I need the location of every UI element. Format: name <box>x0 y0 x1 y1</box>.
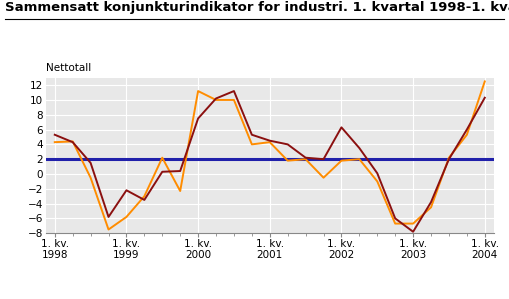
Sesongjustert <box>142 198 148 202</box>
Line: Ujustert: Ujustert <box>55 81 485 230</box>
Sesongjustert <box>52 133 58 137</box>
Ujustert <box>105 228 111 231</box>
Gjennomsnitt 1988-2004 <box>52 157 58 161</box>
Sesongjustert <box>123 188 129 192</box>
Sesongjustert <box>213 97 219 100</box>
Sesongjustert <box>428 200 434 204</box>
Sesongjustert <box>482 96 488 100</box>
Ujustert <box>285 159 291 162</box>
Ujustert <box>213 98 219 102</box>
Ujustert <box>392 222 398 225</box>
Text: Sammensatt konjunkturindikator for industri. 1. kvartal 1998-1. kvartal 2004: Sammensatt konjunkturindikator for indus… <box>5 1 509 14</box>
Sesongjustert <box>410 230 416 234</box>
Ujustert <box>249 143 255 146</box>
Ujustert <box>142 194 148 198</box>
Ujustert <box>464 133 470 137</box>
Ujustert <box>88 176 94 179</box>
Ujustert <box>302 157 308 161</box>
Ujustert <box>52 140 58 144</box>
Sesongjustert <box>70 140 76 144</box>
Sesongjustert <box>464 128 470 131</box>
Ujustert <box>428 205 434 209</box>
Sesongjustert <box>88 161 94 165</box>
Sesongjustert <box>231 89 237 93</box>
Ujustert <box>321 176 327 179</box>
Sesongjustert <box>374 171 380 175</box>
Sesongjustert <box>356 146 362 150</box>
Ujustert <box>356 157 362 161</box>
Ujustert <box>374 180 380 183</box>
Sesongjustert <box>285 143 291 146</box>
Gjennomsnitt 1988-2004 <box>70 157 76 161</box>
Sesongjustert <box>302 156 308 159</box>
Sesongjustert <box>177 169 183 173</box>
Ujustert <box>231 98 237 102</box>
Sesongjustert <box>105 215 111 219</box>
Line: Sesongjustert: Sesongjustert <box>55 91 485 232</box>
Sesongjustert <box>338 126 345 129</box>
Ujustert <box>482 80 488 83</box>
Ujustert <box>123 215 129 219</box>
Ujustert <box>410 222 416 225</box>
Ujustert <box>195 89 201 93</box>
Ujustert <box>70 140 76 143</box>
Sesongjustert <box>267 139 273 142</box>
Ujustert <box>177 189 183 193</box>
Ujustert <box>159 156 165 159</box>
Sesongjustert <box>321 157 327 161</box>
Sesongjustert <box>159 170 165 173</box>
Ujustert <box>338 159 345 162</box>
Sesongjustert <box>446 157 452 161</box>
Ujustert <box>267 140 273 144</box>
Sesongjustert <box>249 133 255 137</box>
Text: Nettotall: Nettotall <box>46 63 91 73</box>
Ujustert <box>446 156 452 159</box>
Sesongjustert <box>195 117 201 120</box>
Sesongjustert <box>392 216 398 220</box>
